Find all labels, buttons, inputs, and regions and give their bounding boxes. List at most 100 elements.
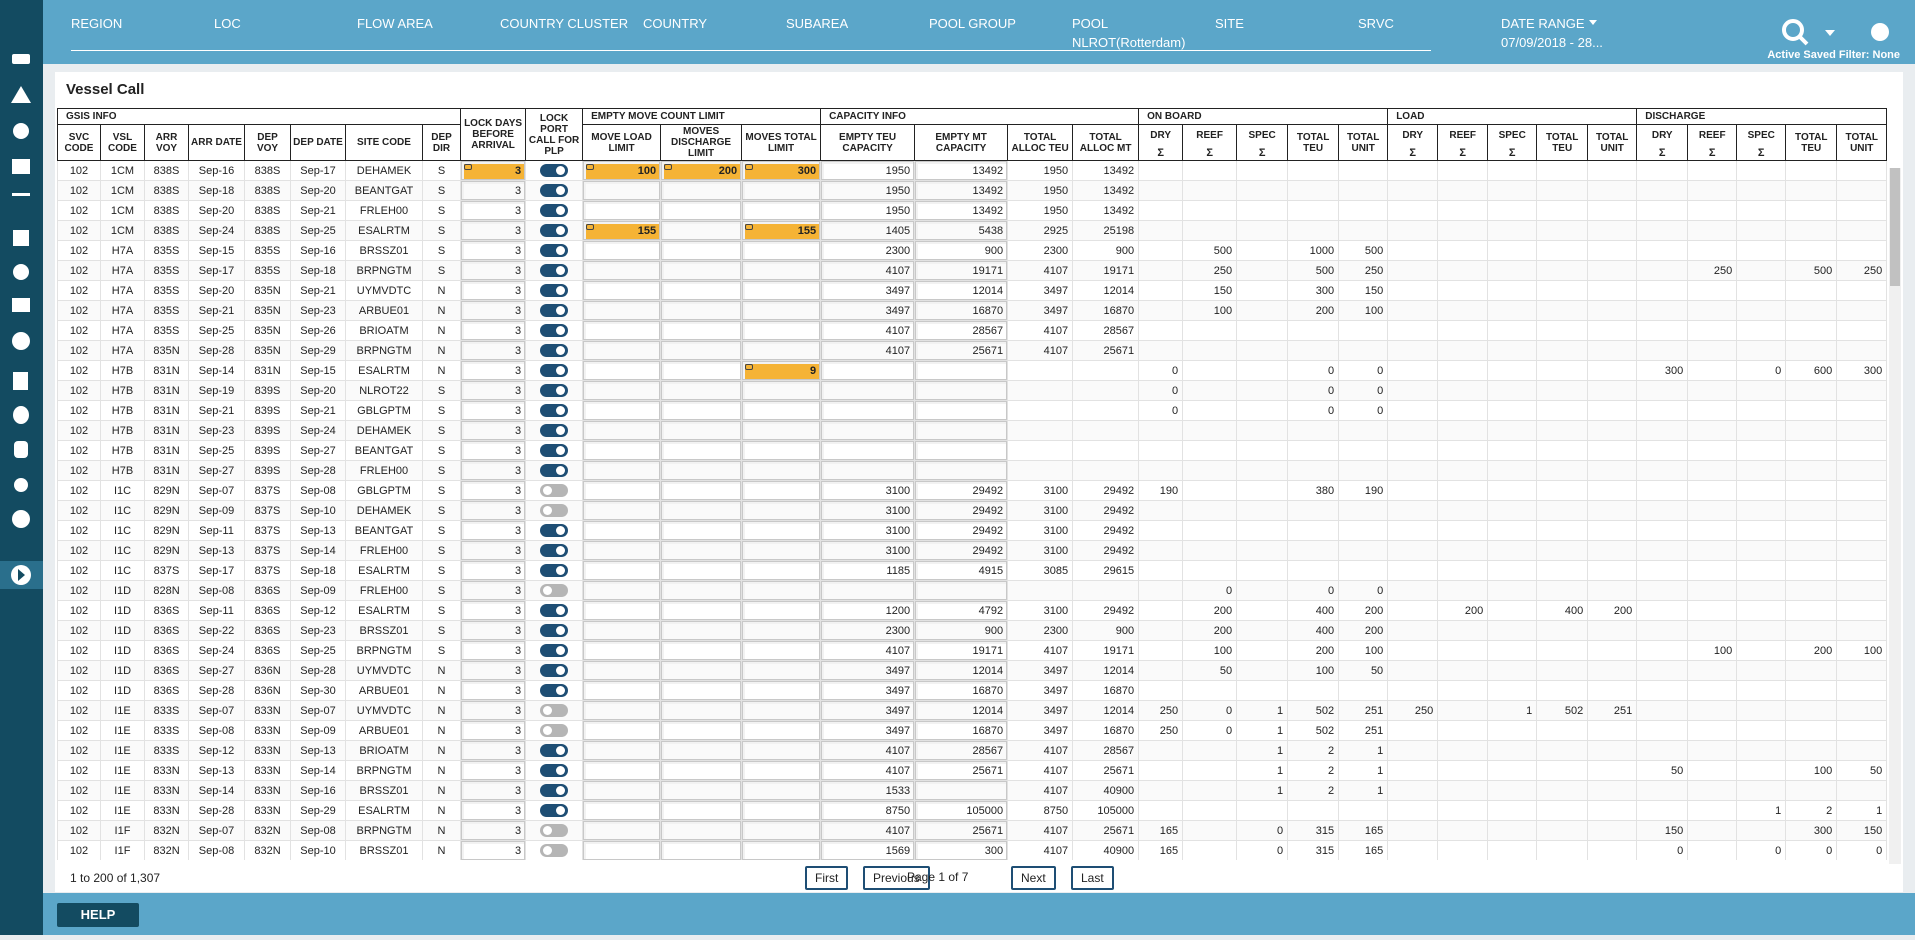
table-cell[interactable] [660, 800, 743, 821]
table-cell[interactable] [660, 320, 743, 341]
table-cell[interactable] [582, 800, 662, 821]
table-cell[interactable] [582, 620, 662, 641]
plp-toggle[interactable] [540, 324, 569, 337]
table-cell[interactable]: 3 [460, 420, 527, 441]
table-cell[interactable] [741, 320, 822, 341]
table-cell[interactable] [914, 420, 1009, 441]
table-cell[interactable] [660, 540, 743, 561]
table-cell[interactable]: 1200 [820, 600, 916, 621]
table-cell[interactable] [582, 260, 662, 281]
table-cell[interactable]: 3 [460, 260, 527, 281]
table-cell[interactable] [741, 760, 822, 781]
plp-toggle[interactable] [540, 384, 569, 397]
table-cell[interactable]: 3497 [820, 280, 916, 301]
table-cell[interactable] [820, 440, 916, 461]
filter[interactable]: COUNTRY [643, 16, 707, 31]
table-cell[interactable]: 28567 [914, 740, 1009, 761]
table-cell[interactable] [660, 740, 743, 761]
table-cell[interactable]: 3 [460, 520, 527, 541]
table-cell[interactable] [741, 420, 822, 441]
plp-toggle[interactable] [540, 224, 569, 237]
table-cell[interactable]: 1533 [820, 780, 916, 801]
plp-toggle[interactable] [540, 724, 569, 737]
table-cell[interactable] [582, 540, 662, 561]
table-cell[interactable] [741, 820, 822, 841]
table-cell[interactable] [741, 580, 822, 601]
table-cell[interactable] [582, 340, 662, 361]
table-cell[interactable]: 3 [460, 300, 527, 321]
table-cell[interactable]: 12014 [914, 700, 1009, 721]
table-cell[interactable]: 4107 [820, 320, 916, 341]
ship-icon[interactable] [12, 54, 30, 64]
table-cell[interactable]: 1569 [820, 840, 916, 860]
table-cell[interactable]: 3497 [820, 720, 916, 741]
plp-toggle[interactable] [540, 344, 569, 357]
help-button[interactable]: HELP [57, 903, 139, 927]
table-cell[interactable]: 200 [660, 160, 743, 181]
list-icon[interactable] [12, 159, 30, 174]
target-icon[interactable] [13, 264, 29, 280]
plp-toggle[interactable] [540, 684, 569, 697]
table-cell[interactable]: 3 [460, 820, 527, 841]
search-icon[interactable] [1782, 19, 1804, 41]
table-cell[interactable]: 3 [460, 340, 527, 361]
plp-toggle[interactable] [540, 544, 569, 557]
table-cell[interactable]: 3100 [820, 500, 916, 521]
table-cell[interactable] [741, 540, 822, 561]
filter[interactable]: POOL NLROT(Rotterdam) [1072, 16, 1185, 50]
table-cell[interactable]: 3 [460, 460, 527, 481]
edit-icon[interactable] [13, 230, 29, 246]
table-cell[interactable]: 3 [460, 840, 527, 860]
table-cell[interactable]: 3 [460, 780, 527, 801]
table-cell[interactable]: 3100 [820, 520, 916, 541]
table-cell[interactable]: 3 [460, 620, 527, 641]
table-cell[interactable]: 12014 [914, 280, 1009, 301]
table-cell[interactable] [582, 520, 662, 541]
scrollbar[interactable] [1889, 168, 1901, 864]
filter[interactable]: DATE RANGE 07/09/2018 - 28... [1501, 16, 1603, 50]
table-cell[interactable] [741, 800, 822, 821]
table-cell[interactable] [660, 560, 743, 581]
table-cell[interactable]: 105000 [914, 800, 1009, 821]
table-cell[interactable]: 28567 [914, 320, 1009, 341]
table-cell[interactable] [582, 760, 662, 781]
table-cell[interactable] [660, 780, 743, 801]
plp-toggle[interactable] [540, 404, 569, 417]
table-cell[interactable] [660, 520, 743, 541]
plp-toggle[interactable] [540, 824, 569, 837]
table-cell[interactable]: 300 [914, 840, 1009, 860]
table-cell[interactable]: 3 [460, 160, 527, 181]
table-cell[interactable] [741, 500, 822, 521]
plp-toggle[interactable] [540, 844, 569, 857]
table-cell[interactable] [582, 480, 662, 501]
table-cell[interactable]: 3 [460, 600, 527, 621]
table-cell[interactable] [820, 400, 916, 421]
plp-toggle[interactable] [540, 784, 569, 797]
table-cell[interactable] [660, 340, 743, 361]
table-cell[interactable] [582, 240, 662, 261]
table-cell[interactable] [660, 760, 743, 781]
table-cell[interactable]: 1950 [820, 180, 916, 201]
table-cell[interactable] [582, 500, 662, 521]
table-cell[interactable]: 29492 [914, 500, 1009, 521]
table-cell[interactable]: 900 [914, 620, 1009, 641]
table-cell[interactable] [741, 620, 822, 641]
table-cell[interactable] [660, 360, 743, 381]
close-icon[interactable] [1871, 23, 1889, 41]
plp-toggle[interactable] [540, 524, 569, 537]
table-cell[interactable] [582, 440, 662, 461]
table-cell[interactable] [582, 360, 662, 381]
table-cell[interactable] [582, 640, 662, 661]
table-cell[interactable] [660, 660, 743, 681]
table-cell[interactable]: 29492 [914, 480, 1009, 501]
filter[interactable]: POOL GROUP [929, 16, 1016, 31]
table-cell[interactable]: 300 [741, 160, 822, 181]
table-cell[interactable] [660, 620, 743, 641]
table-cell[interactable]: 3 [460, 500, 527, 521]
table-cell[interactable]: 29492 [914, 520, 1009, 541]
table-cell[interactable] [741, 700, 822, 721]
table-cell[interactable] [582, 700, 662, 721]
table-cell[interactable]: 4792 [914, 600, 1009, 621]
first-button[interactable]: First [805, 866, 849, 890]
table-cell[interactable] [582, 580, 662, 601]
